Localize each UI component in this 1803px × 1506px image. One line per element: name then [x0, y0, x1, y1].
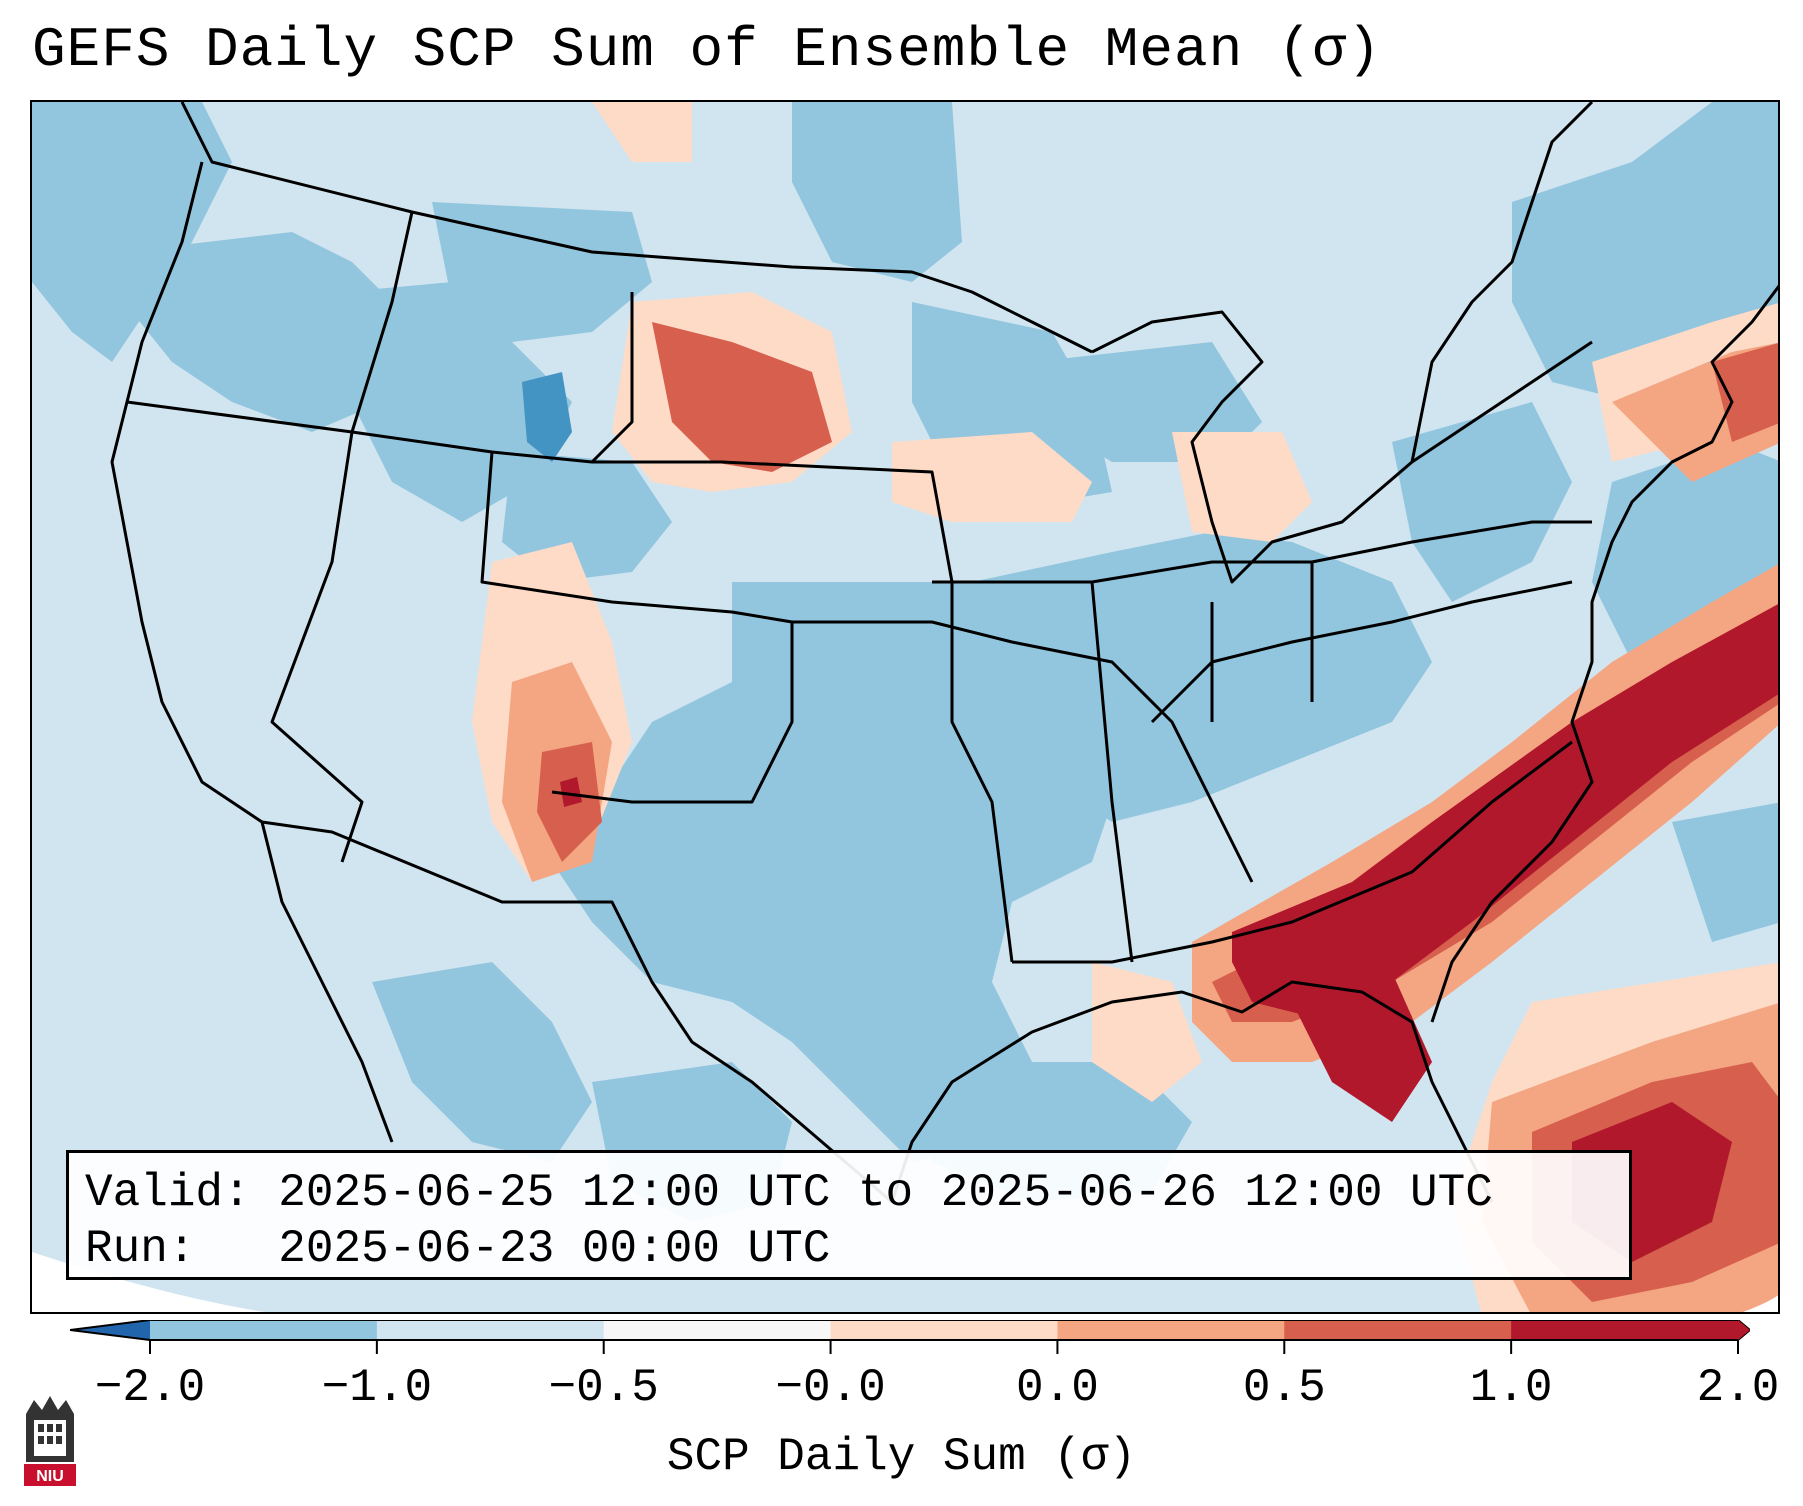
colorbar-label: SCP Daily Sum (σ)	[666, 1431, 1137, 1483]
blue-region-nd	[792, 102, 962, 282]
valid-value: 2025-06-25 12:00 UTC to 2025-06-26 12:00…	[278, 1167, 1493, 1219]
colorbar-extend-low	[70, 1320, 150, 1340]
blue-region-ohio-valley	[972, 532, 1432, 822]
validity-info-box: Valid: 2025-06-25 12:00 UTC to 2025-06-2…	[66, 1150, 1632, 1280]
colorbar-segment	[150, 1320, 378, 1340]
colorbar-tick-label: 2.0	[1696, 1362, 1780, 1414]
blue-region-northeast	[1392, 402, 1572, 602]
colorbar-extend-high	[1738, 1320, 1750, 1340]
valid-label: Valid:	[85, 1167, 251, 1219]
dark-blue-yellowstone	[522, 372, 572, 462]
colorbar-tick-label: −2.0	[94, 1362, 206, 1414]
mexico-border	[261, 820, 893, 1204]
map-title: GEFS Daily SCP Sum of Ensemble Mean (σ)	[32, 18, 1382, 82]
colorbar-tick-label: −1.0	[321, 1362, 433, 1414]
colorbar-segment	[603, 1320, 832, 1340]
blue-region-atlantic-e	[1672, 802, 1778, 942]
blue-region-pacific-nw	[32, 102, 232, 362]
st-lawrence	[1410, 102, 1594, 463]
colorbar-ticks	[149, 1340, 1739, 1354]
colorbar-segment	[1057, 1320, 1285, 1340]
map-panel	[30, 100, 1780, 1314]
red-region-sd-ne	[652, 322, 832, 472]
blue-region-southern-plains	[552, 582, 1112, 1162]
colorbar	[70, 1320, 1750, 1354]
logo-windows	[38, 1424, 62, 1444]
boundaries	[110, 102, 1778, 1204]
darkred-region-florida-panhandle	[1292, 972, 1432, 1122]
darkred-region-carolinas	[1232, 604, 1778, 1022]
blue-region-montana-w	[432, 202, 652, 342]
pink-region-iowa	[892, 432, 1092, 522]
colorbar-segment	[376, 1320, 605, 1340]
run-value: 2025-06-23 00:00 UTC	[278, 1223, 831, 1275]
great-lakes-shore	[1091, 310, 1593, 584]
pink-region-michigan	[1172, 432, 1312, 542]
projection-edge	[32, 1252, 265, 1312]
colorbar-tick-label: 0.5	[1242, 1362, 1326, 1414]
pink-region-montana-n	[592, 102, 692, 162]
niu-logo: NIU	[24, 1396, 76, 1486]
colorbar-tick-label: −0.0	[775, 1362, 886, 1414]
darkred-region-az-dot	[560, 777, 582, 807]
atlantic-coast	[1430, 284, 1778, 1023]
blue-region-oregon	[122, 232, 412, 432]
blue-region-mexico-w	[372, 962, 592, 1162]
state-lines-w	[126, 400, 364, 863]
colorbar-segments	[70, 1320, 1750, 1341]
red-region-maine	[1712, 343, 1778, 442]
state-lines-ohio	[1150, 580, 1573, 724]
state-lines-south	[1012, 740, 1573, 964]
colorbar-segment	[1511, 1320, 1739, 1340]
gulf-coast	[890, 980, 1494, 1203]
colorbar-segment	[1284, 1320, 1512, 1340]
pink-region-louisiana	[1092, 962, 1202, 1102]
pacific-coast	[110, 161, 394, 1143]
colorbar-tick-label: 1.0	[1469, 1362, 1553, 1414]
run-label: Run:	[85, 1223, 196, 1275]
colorbar-segment	[830, 1320, 1058, 1340]
scp-map	[32, 102, 1778, 1312]
projection-edge-right	[1742, 1295, 1778, 1312]
colorbar-tick-label: −0.5	[548, 1362, 659, 1414]
logo-banner	[24, 1464, 76, 1486]
logo-text: NIU	[36, 1468, 64, 1485]
colorbar-tick-label: 0.0	[1016, 1362, 1099, 1414]
canada-border	[180, 102, 1093, 354]
state-lines-tn	[792, 620, 1254, 883]
state-lines-vertical	[1090, 562, 1314, 963]
